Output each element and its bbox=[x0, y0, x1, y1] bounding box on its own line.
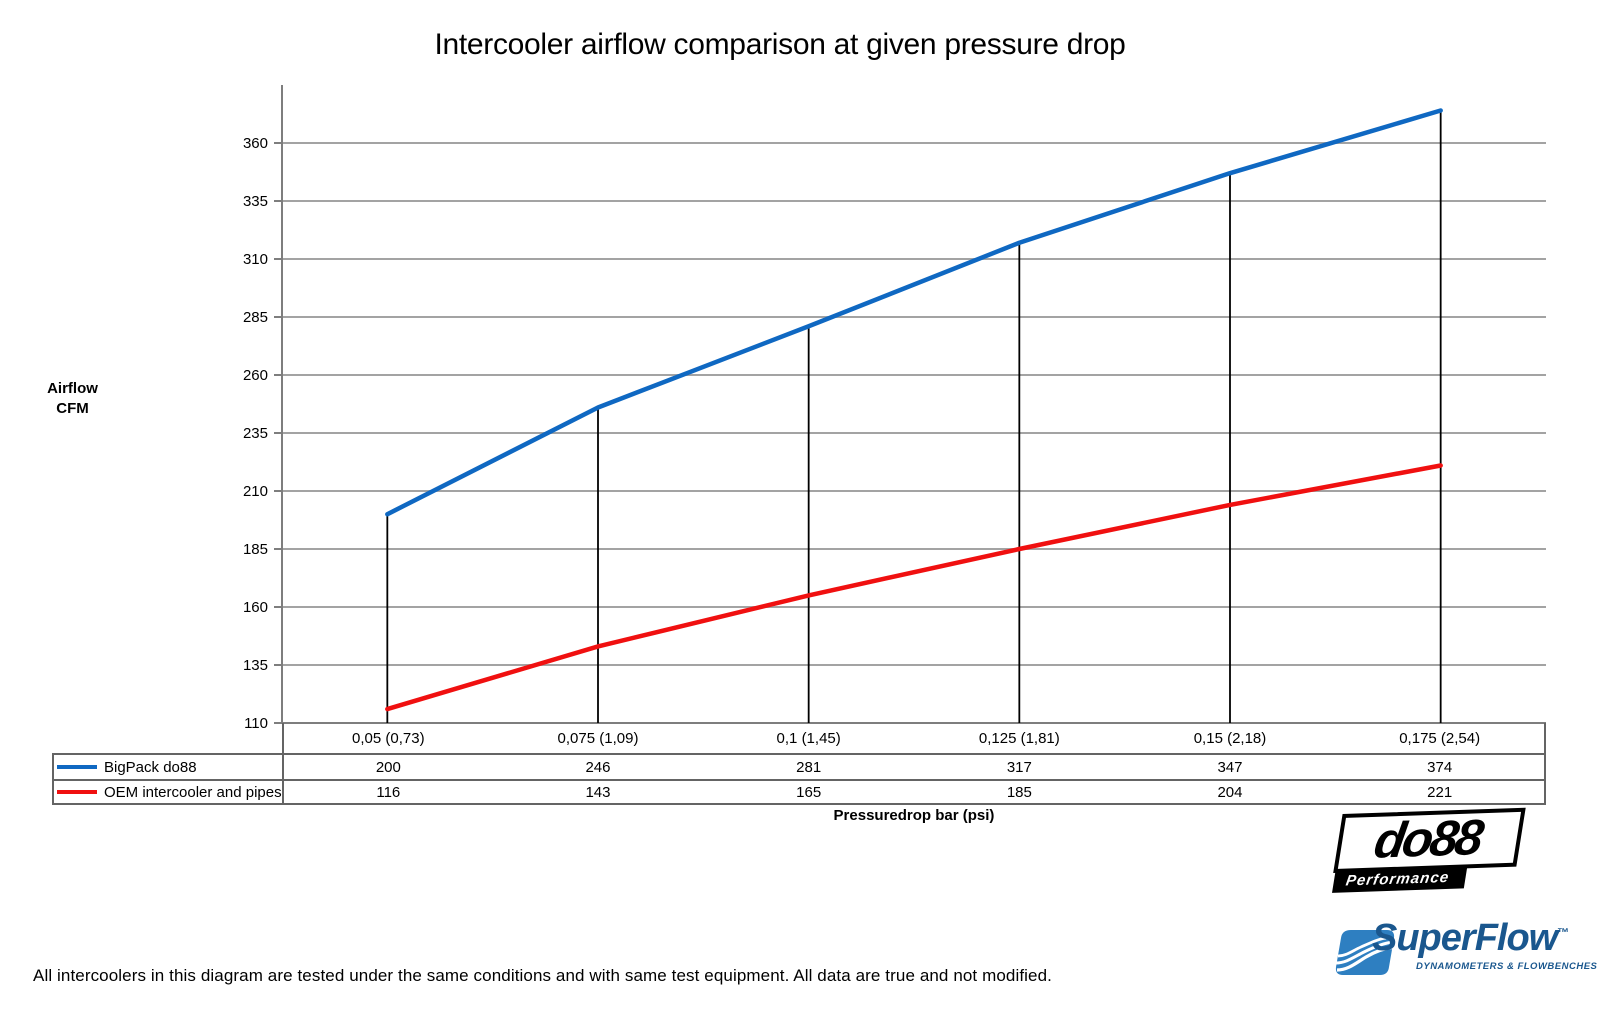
legend-swatch-bigpack-do88 bbox=[57, 765, 97, 769]
data-table: 0,05 (0,73) 0,075 (1,09) 0,1 (1,45) 0,12… bbox=[52, 723, 1546, 805]
legend-row-oem: OEM intercooler and pipes bbox=[52, 779, 282, 805]
legend-swatch-oem bbox=[57, 790, 97, 794]
y-axis-unit-line2: CFM bbox=[56, 400, 89, 417]
y-tick-label: 110 bbox=[244, 715, 268, 732]
table-value: 347 bbox=[1124, 753, 1336, 779]
series-line-oem-intercooler-and-pipes bbox=[385, 463, 1443, 712]
x-axis-title: Pressuredrop bar (psi) bbox=[833, 807, 995, 824]
table-value: 281 bbox=[703, 753, 914, 779]
superflow-logo-text: SuperFlow™ bbox=[1372, 917, 1569, 960]
superflow-logo-subtitle: DYNAMOMETERS & FLOWBENCHES bbox=[1416, 961, 1598, 972]
series-line-bigpack-do88 bbox=[385, 108, 1443, 517]
legend-row-bigpack-do88: BigPack do88 bbox=[52, 753, 282, 779]
x-category-label: 0,15 (2,18) bbox=[1193, 729, 1267, 747]
table-value: 246 bbox=[492, 753, 704, 779]
x-category-label: 0,1 (1,45) bbox=[776, 729, 841, 747]
table-value: 200 bbox=[282, 753, 493, 779]
legend-label-oem: OEM intercooler and pipes bbox=[104, 783, 282, 801]
page-title: Intercooler airflow comparison at given … bbox=[434, 28, 1126, 61]
y-tick-label: 160 bbox=[243, 599, 268, 616]
do88-logo: do88 Performance bbox=[1330, 807, 1526, 893]
table-corner-empty bbox=[52, 723, 282, 753]
x-category-label: 0,125 (1,81) bbox=[978, 729, 1060, 747]
superflow-wordmark: SuperFlow bbox=[1372, 917, 1558, 959]
legend-label-bigpack-do88: BigPack do88 bbox=[104, 758, 197, 776]
table-value: 116 bbox=[282, 779, 493, 805]
y-tick-label: 310 bbox=[243, 251, 268, 268]
x-category-label: 0,175 (2,54) bbox=[1335, 723, 1546, 753]
table-value: 185 bbox=[914, 779, 1125, 805]
disclaimer-text: All intercoolers in this diagram are tes… bbox=[33, 966, 1052, 985]
table-value: 317 bbox=[914, 753, 1125, 779]
y-tick-label: 335 bbox=[243, 193, 268, 210]
y-tick-label: 235 bbox=[243, 425, 268, 442]
table-value: 204 bbox=[1124, 779, 1336, 805]
do88-logo-text: do88 bbox=[1333, 807, 1526, 874]
y-tick-label: 210 bbox=[243, 483, 268, 500]
y-tick-label: 185 bbox=[243, 541, 268, 558]
table-value: 165 bbox=[703, 779, 914, 805]
y-axis-unit-line1: Airflow bbox=[47, 380, 98, 397]
superflow-tm: ™ bbox=[1557, 925, 1569, 940]
y-tick-label: 260 bbox=[243, 367, 268, 384]
table-value: 374 bbox=[1335, 753, 1546, 779]
y-tick-label: 135 bbox=[243, 657, 268, 674]
table-value: 143 bbox=[492, 779, 704, 805]
superflow-wave-icon bbox=[1335, 930, 1396, 975]
superflow-logo: SuperFlow™ DYNAMOMETERS & FLOWBENCHES bbox=[1316, 913, 1597, 979]
table-value: 221 bbox=[1335, 779, 1546, 805]
y-axis-unit-label: Airflow CFM bbox=[20, 379, 125, 419]
y-tick-label: 285 bbox=[243, 309, 268, 326]
y-tick-label: 360 bbox=[243, 135, 268, 152]
x-category-label: 0,05 (0,73) bbox=[282, 723, 493, 753]
x-category-label: 0,075 (1,09) bbox=[557, 729, 639, 747]
